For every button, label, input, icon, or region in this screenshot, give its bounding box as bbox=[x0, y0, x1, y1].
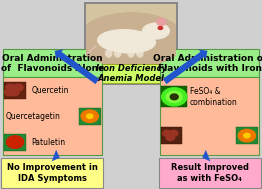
FancyBboxPatch shape bbox=[3, 77, 102, 155]
Circle shape bbox=[81, 110, 99, 122]
Circle shape bbox=[170, 130, 178, 136]
Text: Oral Administration
of  Flavonoids Alone: Oral Administration of Flavonoids Alone bbox=[1, 54, 104, 73]
Text: Patuletin: Patuletin bbox=[31, 138, 66, 146]
Circle shape bbox=[162, 88, 187, 106]
FancyBboxPatch shape bbox=[236, 127, 258, 144]
FancyBboxPatch shape bbox=[4, 134, 26, 151]
Text: Oral Administration of
Flavonoids with Iron: Oral Administration of Flavonoids with I… bbox=[153, 54, 262, 73]
Circle shape bbox=[4, 89, 14, 96]
FancyBboxPatch shape bbox=[160, 49, 259, 77]
FancyBboxPatch shape bbox=[161, 127, 182, 144]
Circle shape bbox=[86, 114, 93, 119]
Text: Result Improved
as with FeSO₄: Result Improved as with FeSO₄ bbox=[171, 163, 249, 183]
FancyBboxPatch shape bbox=[4, 82, 26, 99]
FancyBboxPatch shape bbox=[1, 158, 103, 188]
Text: Quercetagetin: Quercetagetin bbox=[5, 112, 60, 121]
Text: FeSO₄ &
combination: FeSO₄ & combination bbox=[190, 87, 238, 107]
FancyBboxPatch shape bbox=[161, 87, 187, 107]
Circle shape bbox=[244, 133, 250, 138]
FancyBboxPatch shape bbox=[86, 64, 176, 83]
Circle shape bbox=[238, 129, 256, 142]
Circle shape bbox=[170, 94, 178, 100]
Circle shape bbox=[6, 84, 15, 91]
Text: Quercetin: Quercetin bbox=[31, 86, 69, 95]
Circle shape bbox=[166, 91, 182, 102]
FancyBboxPatch shape bbox=[159, 158, 261, 188]
Circle shape bbox=[10, 89, 19, 96]
Circle shape bbox=[163, 130, 171, 136]
FancyBboxPatch shape bbox=[3, 49, 102, 77]
Circle shape bbox=[166, 135, 174, 141]
FancyBboxPatch shape bbox=[84, 2, 178, 85]
Text: Iron Deficiency
Anemia Model: Iron Deficiency Anemia Model bbox=[96, 64, 166, 83]
Text: No Improvement in
IDA Symptoms: No Improvement in IDA Symptoms bbox=[7, 163, 98, 183]
Circle shape bbox=[6, 136, 24, 148]
FancyBboxPatch shape bbox=[86, 4, 176, 64]
FancyBboxPatch shape bbox=[160, 77, 259, 155]
FancyBboxPatch shape bbox=[79, 108, 101, 125]
Circle shape bbox=[14, 84, 23, 91]
